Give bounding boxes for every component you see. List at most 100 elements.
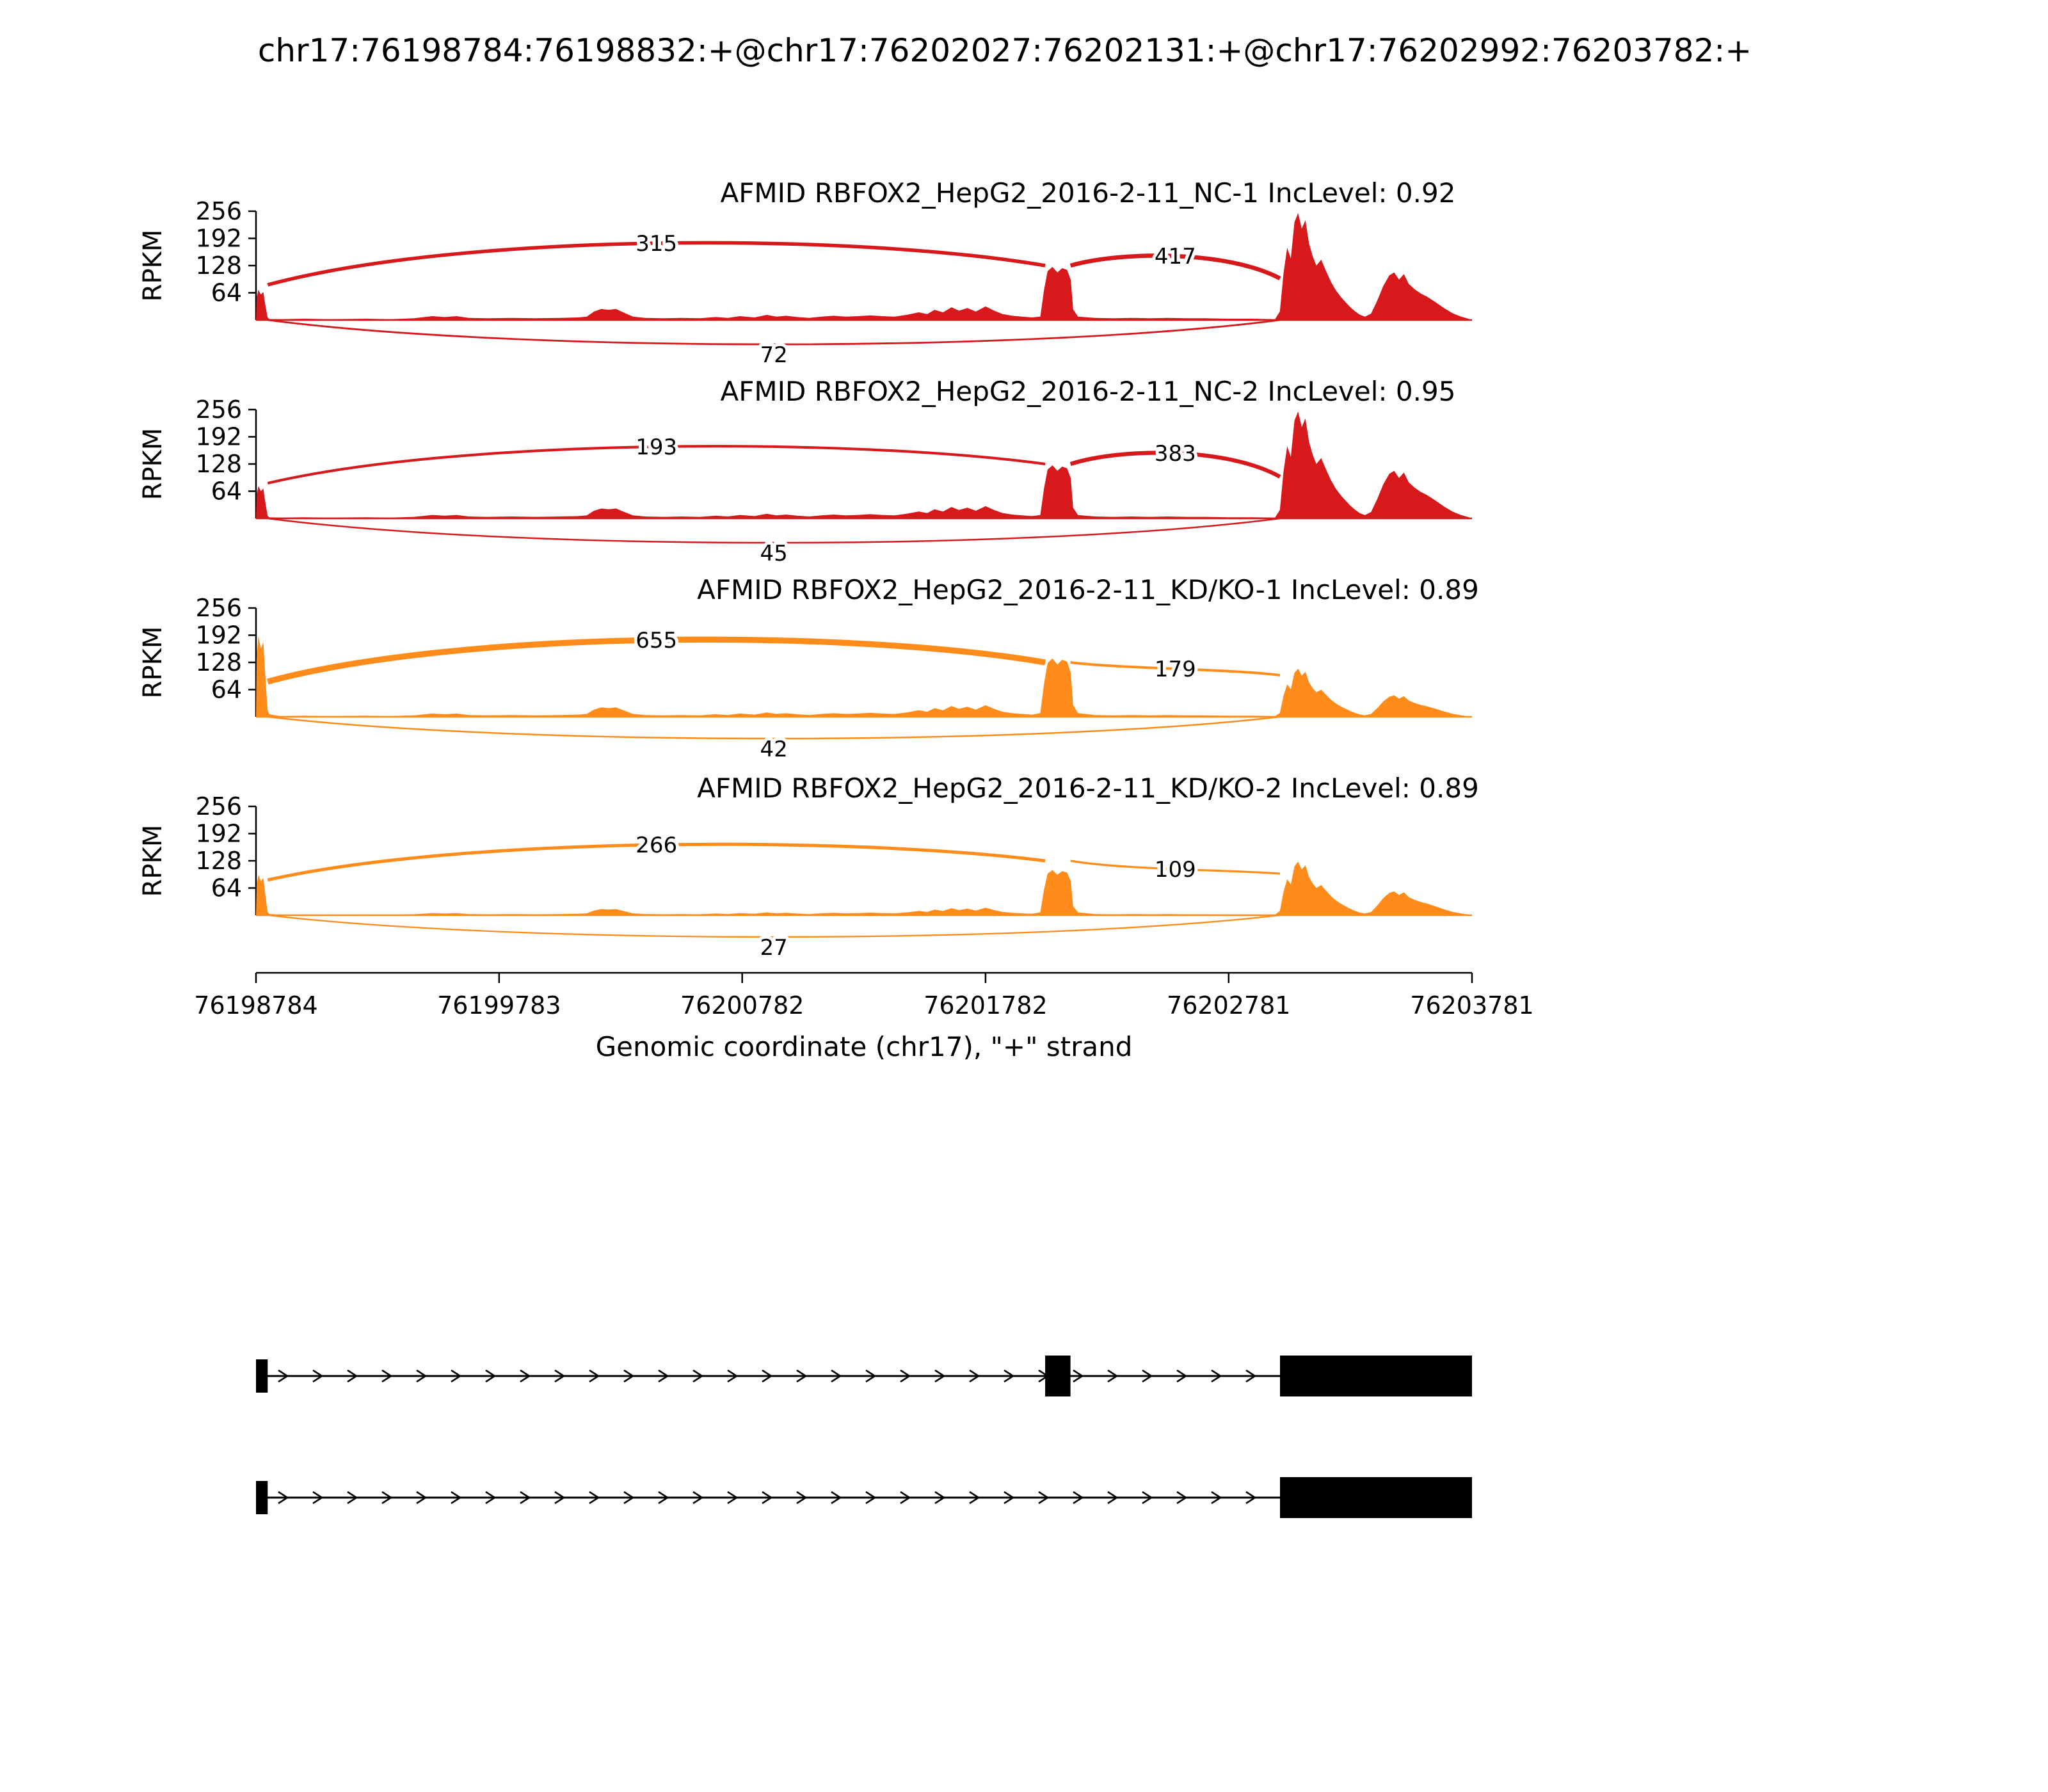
track-title: AFMID RBFOX2_HepG2_2016-2-11_KD/KO-2 Inc… xyxy=(697,772,1479,804)
y-tick-label: 128 xyxy=(195,648,242,676)
intron-arrow xyxy=(762,1491,773,1505)
intron-arrow xyxy=(658,1491,669,1505)
junction-count-label: 193 xyxy=(636,435,677,460)
junction-arc xyxy=(1070,661,1281,676)
intron-arrow xyxy=(589,1491,600,1505)
intron-arrow xyxy=(1142,1369,1153,1383)
intron-arrow xyxy=(451,1369,462,1383)
junction-count-label: 383 xyxy=(1155,441,1196,467)
intron-arrow xyxy=(934,1369,946,1383)
intron-arrow xyxy=(865,1369,877,1383)
y-tick-label: 128 xyxy=(195,450,242,478)
intron-arrow xyxy=(554,1369,566,1383)
intron-arrow xyxy=(1004,1369,1015,1383)
intron-arrow xyxy=(485,1491,497,1505)
intron-arrow xyxy=(1245,1491,1257,1505)
y-axis-label: RPKM xyxy=(138,230,168,302)
x-axis: Genomic coordinate (chr17), "+" strand 7… xyxy=(194,972,1534,1062)
intron-arrow xyxy=(347,1369,358,1383)
x-axis-title: Genomic coordinate (chr17), "+" strand xyxy=(596,1031,1133,1062)
intron-arrow xyxy=(969,1491,980,1505)
junction-arc xyxy=(1069,451,1281,479)
intron-arrow xyxy=(727,1491,739,1505)
sashimi-track-1: AFMID RBFOX2_HepG2_2016-2-11_NC-1 IncLev… xyxy=(138,177,1472,371)
junction-arc xyxy=(268,914,1281,938)
junction-arc xyxy=(268,517,1281,544)
junction-count-label: 266 xyxy=(636,833,677,858)
sashimi-track-2: AFMID RBFOX2_HepG2_2016-2-11_NC-2 IncLev… xyxy=(138,376,1472,570)
junction-arc xyxy=(1069,253,1281,280)
junction-arc xyxy=(267,636,1046,685)
intron-arrow xyxy=(1142,1491,1153,1505)
x-tick-label: 76198784 xyxy=(194,991,317,1020)
intron-arrow xyxy=(554,1491,566,1505)
y-tick-label: 64 xyxy=(211,874,242,902)
intron-arrow xyxy=(381,1491,393,1505)
intron-arrow xyxy=(312,1491,324,1505)
intron-arrow xyxy=(347,1491,358,1505)
intron-arrow xyxy=(278,1369,289,1383)
junction-count-label: 27 xyxy=(760,935,787,961)
intron-arrow xyxy=(623,1369,635,1383)
intron-arrow xyxy=(1073,1491,1084,1505)
track-title: AFMID RBFOX2_HepG2_2016-2-11_NC-1 IncLev… xyxy=(721,177,1456,209)
intron-arrow xyxy=(934,1491,946,1505)
intron-arrow xyxy=(1211,1369,1222,1383)
exon xyxy=(1280,1356,1472,1396)
junction-arc xyxy=(267,842,1046,882)
isoform-2 xyxy=(256,1477,1472,1518)
y-tick-label: 256 xyxy=(195,396,242,424)
y-tick-label: 192 xyxy=(195,423,242,451)
intron-arrow xyxy=(1107,1491,1119,1505)
intron-arrow xyxy=(658,1369,669,1383)
junction-count-label: 42 xyxy=(760,737,787,762)
sashimi-track-3: AFMID RBFOX2_HepG2_2016-2-11_KD/KO-1 Inc… xyxy=(138,574,1479,765)
exon xyxy=(1045,1356,1071,1396)
y-tick-label: 64 xyxy=(211,477,242,506)
y-axis-label: RPKM xyxy=(138,825,168,897)
junction-arc xyxy=(1070,860,1281,875)
intron-arrow xyxy=(451,1491,462,1505)
y-tick-label: 128 xyxy=(195,252,242,280)
intron-arrow xyxy=(520,1369,531,1383)
y-tick-label: 128 xyxy=(195,847,242,875)
junction-count-label: 655 xyxy=(636,628,677,653)
intron-arrow xyxy=(762,1369,773,1383)
y-tick-label: 256 xyxy=(195,197,242,225)
tracks-group: AFMID RBFOX2_HepG2_2016-2-11_NC-1 IncLev… xyxy=(138,177,1479,964)
intron-arrow xyxy=(900,1369,911,1383)
x-tick-label: 76201782 xyxy=(924,991,1047,1020)
intron-arrow xyxy=(1038,1491,1050,1505)
track-title: AFMID RBFOX2_HepG2_2016-2-11_KD/KO-1 Inc… xyxy=(697,574,1479,605)
intron-arrow xyxy=(1107,1369,1119,1383)
exon xyxy=(256,1481,268,1514)
coverage-area xyxy=(256,861,1472,915)
intron-arrow xyxy=(278,1491,289,1505)
intron-arrow xyxy=(692,1491,704,1505)
intron-arrow xyxy=(692,1369,704,1383)
intron-arrow xyxy=(623,1491,635,1505)
y-tick-label: 192 xyxy=(195,225,242,253)
isoform-1 xyxy=(256,1356,1472,1396)
intron-arrow xyxy=(831,1369,842,1383)
y-tick-label: 64 xyxy=(211,279,242,307)
intron-arrow xyxy=(416,1491,428,1505)
x-tick-label: 76203781 xyxy=(1410,991,1533,1020)
y-axis-label: RPKM xyxy=(138,627,168,699)
junction-arc xyxy=(268,319,1281,346)
intron-arrow xyxy=(1176,1491,1188,1505)
junction-count-label: 315 xyxy=(636,231,677,257)
junction-count-label: 109 xyxy=(1155,857,1196,883)
junction-count-label: 72 xyxy=(760,342,787,368)
intron-arrow xyxy=(485,1369,497,1383)
junction-count-label: 417 xyxy=(1155,244,1196,269)
junction-arc xyxy=(267,445,1046,484)
plot-title: chr17:76198784:76198832:+@chr17:76202027… xyxy=(258,32,1752,69)
isoform-diagrams xyxy=(256,1356,1472,1518)
intron-arrow xyxy=(381,1369,393,1383)
intron-arrow xyxy=(1176,1369,1188,1383)
intron-arrow xyxy=(1073,1369,1084,1383)
y-axis-label: RPKM xyxy=(138,428,168,500)
